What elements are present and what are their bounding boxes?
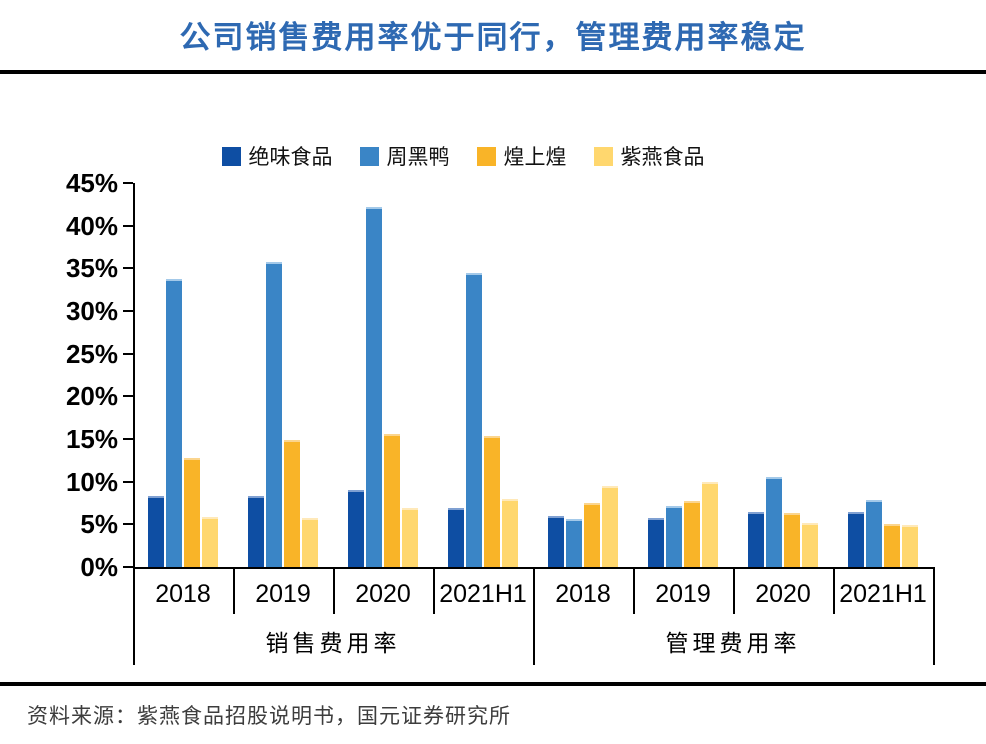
bar-紫燕食品-2018 xyxy=(202,517,218,567)
bar-绝味食品-2018 xyxy=(548,516,564,567)
y-axis-tick xyxy=(123,438,133,440)
y-axis-line xyxy=(133,183,135,569)
bar-紫燕食品-2019 xyxy=(302,518,318,567)
y-axis-tick-label: 35% xyxy=(65,253,118,284)
y-axis-tick-label: 5% xyxy=(80,509,118,540)
bar-紫燕食品-2018 xyxy=(602,486,618,567)
x-category-label: 2018 xyxy=(155,580,211,608)
bar-煌上煌-2020 xyxy=(384,434,400,567)
x-category-label: 2020 xyxy=(355,580,411,608)
legend-item-0: 绝味食品 xyxy=(221,141,333,171)
group-divider-line xyxy=(533,567,535,665)
bar-周黑鸭-2019 xyxy=(266,262,282,567)
legend-swatch-icon xyxy=(476,146,496,166)
title-divider-line xyxy=(0,70,986,74)
group-divider-line xyxy=(133,567,135,665)
bar-煌上煌-2020 xyxy=(784,513,800,567)
y-axis-tick xyxy=(123,224,133,227)
legend-item-label: 绝味食品 xyxy=(248,146,333,169)
y-axis-tick-label: 20% xyxy=(65,381,118,412)
bar-紫燕食品-2019 xyxy=(702,482,718,567)
bar-绝味食品-2020 xyxy=(348,490,364,567)
legend-item-3: 紫燕食品 xyxy=(593,141,705,171)
footer-divider-line xyxy=(0,682,986,686)
bar-绝味食品-2021H1 xyxy=(448,508,464,567)
category-divider-tick xyxy=(633,567,635,614)
legend-item-1: 周黑鸭 xyxy=(359,141,450,171)
bar-紫燕食品-2020 xyxy=(402,508,418,567)
bar-煌上煌-2018 xyxy=(584,503,600,567)
y-axis-tick-label: 40% xyxy=(65,210,118,241)
category-divider-tick xyxy=(333,567,335,614)
bar-煌上煌-2019 xyxy=(284,440,300,567)
legend-item-label: 紫燕食品 xyxy=(620,146,705,169)
x-category-label: 2019 xyxy=(255,580,311,608)
x-category-label: 2021H1 xyxy=(839,580,927,608)
y-axis-tick-label: 10% xyxy=(65,466,118,497)
y-axis-tick-label: 30% xyxy=(65,296,118,326)
bar-煌上煌-2018 xyxy=(184,458,200,567)
y-axis-tick xyxy=(123,182,133,184)
source-note: 资料来源：紫燕食品招股说明书，国元证券研究所 xyxy=(27,705,511,728)
page-title: 公司销售费用率优于同行，管理费用率稳定 xyxy=(179,20,807,55)
x-category-label: 2021H1 xyxy=(439,580,527,608)
x-category-label: 2018 xyxy=(555,580,611,608)
chart-legend: 绝味食品 周黑鸭 煌上煌 紫燕食品 xyxy=(133,139,793,173)
bar-绝味食品-2019 xyxy=(648,518,664,567)
y-axis-tick xyxy=(123,395,133,398)
y-axis-tick-label: 15% xyxy=(65,424,118,454)
bar-煌上煌-2021H1 xyxy=(884,524,900,567)
bar-绝味食品-2021H1 xyxy=(848,512,864,567)
bar-紫燕食品-2021H1 xyxy=(502,499,518,567)
y-axis-tick-label: 45% xyxy=(65,168,118,198)
legend-swatch-icon xyxy=(593,146,613,166)
x-category-label: 2020 xyxy=(755,580,811,608)
bar-紫燕食品-2021H1 xyxy=(902,525,918,567)
bar-紫燕食品-2020 xyxy=(802,523,818,567)
bar-周黑鸭-2020 xyxy=(366,207,382,567)
y-axis-tick xyxy=(123,480,133,483)
bar-煌上煌-2019 xyxy=(684,501,700,567)
y-axis-tick xyxy=(123,267,133,270)
y-axis-tick xyxy=(123,566,133,568)
x-category-label: 2019 xyxy=(655,580,711,608)
bar-绝味食品-2019 xyxy=(248,496,264,567)
bar-煌上煌-2021H1 xyxy=(484,436,500,567)
axis-group-label: 销售费用率 xyxy=(265,630,401,656)
bar-绝味食品-2020 xyxy=(748,512,764,567)
category-divider-tick xyxy=(833,567,835,614)
y-axis-tick xyxy=(123,352,133,355)
bar-周黑鸭-2021H1 xyxy=(466,273,482,567)
y-axis-tick-label: 0% xyxy=(80,552,118,582)
group-divider-line xyxy=(933,567,935,665)
y-axis-tick xyxy=(123,523,133,526)
legend-item-label: 煌上煌 xyxy=(503,146,567,169)
category-divider-tick xyxy=(733,567,735,614)
bar-周黑鸭-2019 xyxy=(666,506,682,567)
y-axis-tick-label: 25% xyxy=(65,338,118,369)
bar-周黑鸭-2021H1 xyxy=(866,500,882,567)
legend-item-2: 煌上煌 xyxy=(476,141,567,171)
bar-周黑鸭-2018 xyxy=(566,519,582,567)
category-divider-tick xyxy=(433,567,435,614)
axis-group-label: 管理费用率 xyxy=(665,630,801,656)
bar-绝味食品-2018 xyxy=(148,496,164,567)
category-divider-tick xyxy=(233,567,235,614)
legend-item-label: 周黑鸭 xyxy=(386,146,450,169)
legend-swatch-icon xyxy=(221,146,241,166)
bar-周黑鸭-2020 xyxy=(766,477,782,567)
bar-周黑鸭-2018 xyxy=(166,279,182,567)
legend-swatch-icon xyxy=(359,146,379,166)
y-axis-tick xyxy=(123,310,133,312)
